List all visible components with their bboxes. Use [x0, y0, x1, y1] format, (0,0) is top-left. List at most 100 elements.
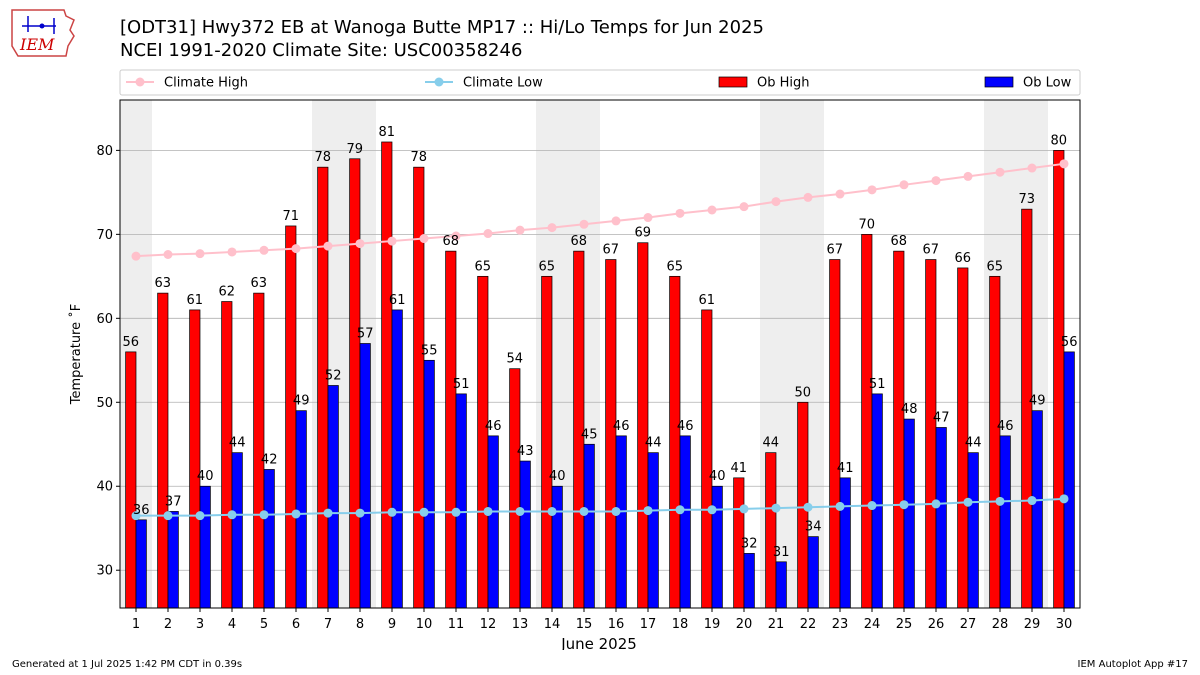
ob-high-label: 79: [347, 142, 364, 157]
ob-low-label: 46: [997, 419, 1014, 434]
ob-high-label: 65: [987, 259, 1004, 274]
ob-low-label: 34: [805, 520, 822, 535]
ob-high-label: 62: [219, 285, 236, 300]
climate-high-point: [835, 189, 845, 199]
y-axis-label: Temperature ˚F: [68, 304, 84, 405]
ob-low-bar: [295, 410, 307, 609]
ob-low-bar: [999, 435, 1011, 609]
climate-low-point: [355, 508, 365, 518]
legend-label: Climate Low: [463, 76, 543, 91]
climate-high-point: [323, 241, 333, 251]
x-tick-label: 6: [292, 617, 300, 632]
ob-high-label: 41: [731, 461, 748, 476]
climate-high-point: [131, 251, 141, 261]
ob-high-bar: [125, 351, 137, 609]
ob-high-label: 68: [443, 234, 460, 249]
climate-low-point: [739, 504, 749, 514]
climate-low-point: [931, 499, 941, 509]
x-tick-label: 9: [388, 617, 396, 632]
climate-high-point: [387, 236, 397, 246]
legend-marker-swatch: [434, 77, 444, 87]
ob-low-label: 61: [389, 293, 406, 308]
x-tick-label: 7: [324, 617, 332, 632]
ob-low-bar: [967, 452, 979, 609]
x-tick-label: 26: [928, 617, 945, 632]
y-tick-label: 60: [96, 312, 113, 327]
x-tick-label: 12: [480, 617, 497, 632]
ob-low-label: 44: [229, 436, 246, 451]
ob-high-label: 66: [955, 251, 972, 266]
ob-high-bar: [669, 275, 681, 609]
plot-frame: [119, 99, 1081, 609]
x-tick-label: 20: [736, 617, 753, 632]
ob-high-label: 67: [827, 243, 844, 258]
climate-high-point: [707, 205, 717, 215]
x-tick-label: 16: [608, 617, 625, 632]
legend-label: Climate High: [164, 76, 248, 91]
climate-low-point: [323, 508, 333, 518]
ob-high-bar: [637, 242, 649, 609]
chart-subtitle: NCEI 1991-2020 Climate Site: USC00358246: [120, 40, 523, 61]
ob-low-label: 56: [1061, 335, 1078, 350]
temperature-chart: 5636633761406244634271497852795781617855…: [68, 69, 1081, 650]
climate-low-point: [899, 500, 909, 510]
x-tick-label: 22: [800, 617, 817, 632]
ob-low-bar: [903, 418, 915, 609]
climate-low-point: [675, 505, 685, 515]
ob-low-bar: [551, 485, 563, 609]
ob-high-bar: [381, 141, 393, 609]
ob-low-bar: [775, 561, 787, 609]
x-tick-label: 24: [864, 617, 881, 632]
x-tick-label: 3: [196, 617, 204, 632]
ob-low-label: 44: [645, 436, 662, 451]
ob-high-label: 65: [475, 259, 492, 274]
x-tick-label: 4: [228, 617, 236, 632]
ob-high-bar: [701, 309, 713, 609]
ob-high-label: 50: [795, 385, 812, 400]
climate-high-point: [995, 167, 1005, 177]
climate-high-point: [931, 176, 941, 186]
ob-low-label: 48: [901, 402, 918, 417]
ob-high-bar: [349, 158, 361, 609]
climate-low-point: [579, 506, 589, 516]
gridlines: [120, 149, 1080, 571]
bar-value-labels: 56 36 63 37 61 40 62 44 63 42 71 49 78 52 79 57 81 61 78 55…: [123, 125, 1078, 560]
climate-high-point: [675, 208, 685, 218]
ob-low-label: 51: [869, 377, 886, 392]
ob-low-label: 41: [837, 461, 854, 476]
x-tick-label: 28: [992, 617, 1009, 632]
ob-low-bar: [487, 435, 499, 609]
climate-low-point: [1059, 494, 1069, 504]
ob-low-label: 46: [677, 419, 694, 434]
ob-high-label: 73: [1019, 192, 1036, 207]
ob-low-label: 42: [261, 452, 278, 467]
climate-low-point: [835, 501, 845, 511]
ob-high-label: 80: [1051, 133, 1068, 148]
ob-low-bar: [231, 452, 243, 609]
ob-high-label: 69: [635, 226, 652, 241]
x-tick-label: 18: [672, 617, 689, 632]
y-tick-label: 30: [96, 564, 113, 579]
climate-high-point: [163, 249, 173, 259]
climate-low-point: [515, 506, 525, 516]
x-tick-label: 17: [640, 617, 657, 632]
climate-lines: [131, 159, 1069, 521]
ob-low-bar: [391, 309, 403, 609]
ob-low-label: 57: [357, 327, 374, 342]
climate-low-line: [136, 497, 1065, 517]
iem-logo: IEM: [11, 9, 75, 57]
ob-low-bar: [807, 536, 819, 609]
ob-high-bar: [509, 368, 521, 609]
app-note: IEM Autoplot App #17: [1077, 659, 1188, 670]
legend-box: [119, 69, 1081, 96]
ob-low-bar: [519, 460, 531, 609]
ob-high-bar: [829, 259, 841, 609]
ob-low-label: 32: [741, 536, 758, 551]
x-tick-label: 8: [356, 617, 364, 632]
climate-low-point: [451, 507, 461, 517]
climate-high-point: [419, 234, 429, 244]
y-tick-label: 40: [96, 480, 113, 495]
ob-high-bar: [189, 309, 201, 609]
ob-high-bar: [925, 259, 937, 609]
